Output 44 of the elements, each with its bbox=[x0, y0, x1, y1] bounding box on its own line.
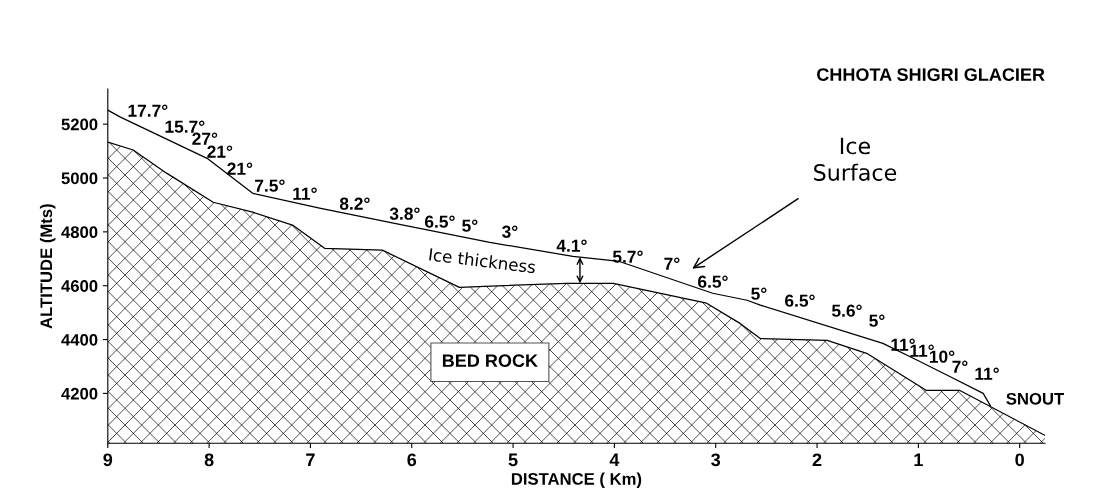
x-tick-label: 6 bbox=[407, 453, 417, 467]
x-tick-label: 9 bbox=[103, 453, 113, 467]
annotation: 17.7° bbox=[128, 104, 168, 117]
annotation: 6.5° bbox=[698, 275, 728, 288]
annotation: 3° bbox=[501, 225, 518, 238]
annotation: 21° bbox=[227, 162, 253, 175]
annotation: 6.5° bbox=[785, 294, 815, 307]
annotation: BED ROCK bbox=[442, 354, 538, 368]
annotation: 5.6° bbox=[831, 304, 862, 317]
y-tick-label: 4200 bbox=[61, 387, 98, 400]
annotation: Ice Surface bbox=[814, 137, 897, 181]
annotation: 8.2° bbox=[339, 197, 370, 210]
annotation: 21° bbox=[207, 145, 233, 158]
y-axis-title: ALTITUDE (Mts) bbox=[39, 204, 56, 329]
x-tick-label: 3 bbox=[711, 453, 721, 467]
x-tick-label: 4 bbox=[609, 453, 620, 467]
y-tick-label: 5000 bbox=[61, 172, 98, 185]
annotation: 7° bbox=[664, 257, 680, 270]
y-tick-label: 4400 bbox=[61, 333, 98, 346]
x-tick-label: 7 bbox=[306, 453, 315, 467]
annotation: SNOUT bbox=[1006, 392, 1064, 405]
x-tick-label: 8 bbox=[204, 453, 214, 467]
x-tick-label: 2 bbox=[812, 453, 822, 467]
annotation: 5° bbox=[462, 219, 478, 232]
annotation: 5.7° bbox=[612, 250, 643, 263]
x-axis-title: DISTANCE ( Km) bbox=[511, 472, 642, 489]
annotation: 11° bbox=[293, 187, 317, 200]
y-tick-label: 5200 bbox=[61, 118, 98, 131]
y-tick-label: 4800 bbox=[61, 226, 98, 239]
annotation: Ice thickness bbox=[429, 247, 536, 274]
annotation: 5° bbox=[751, 287, 767, 300]
chart-title: CHHOTA SHIGRI GLACIER bbox=[817, 68, 1045, 81]
x-tick-label: 1 bbox=[914, 453, 923, 467]
y-tick-label: 4600 bbox=[61, 280, 98, 292]
x-tick-label: 0 bbox=[1015, 453, 1024, 467]
annotation: 6.5° bbox=[424, 215, 455, 228]
annotation: 27° bbox=[192, 132, 218, 145]
annotation: 15.7° bbox=[165, 120, 205, 133]
annotation: 3.8° bbox=[389, 207, 420, 220]
x-tick-label: 5 bbox=[508, 453, 518, 467]
annotation: 11° bbox=[975, 367, 999, 380]
annotation: 7.5° bbox=[255, 179, 285, 192]
annotation: 4.1° bbox=[556, 239, 587, 252]
annotation: 5° bbox=[869, 314, 885, 327]
